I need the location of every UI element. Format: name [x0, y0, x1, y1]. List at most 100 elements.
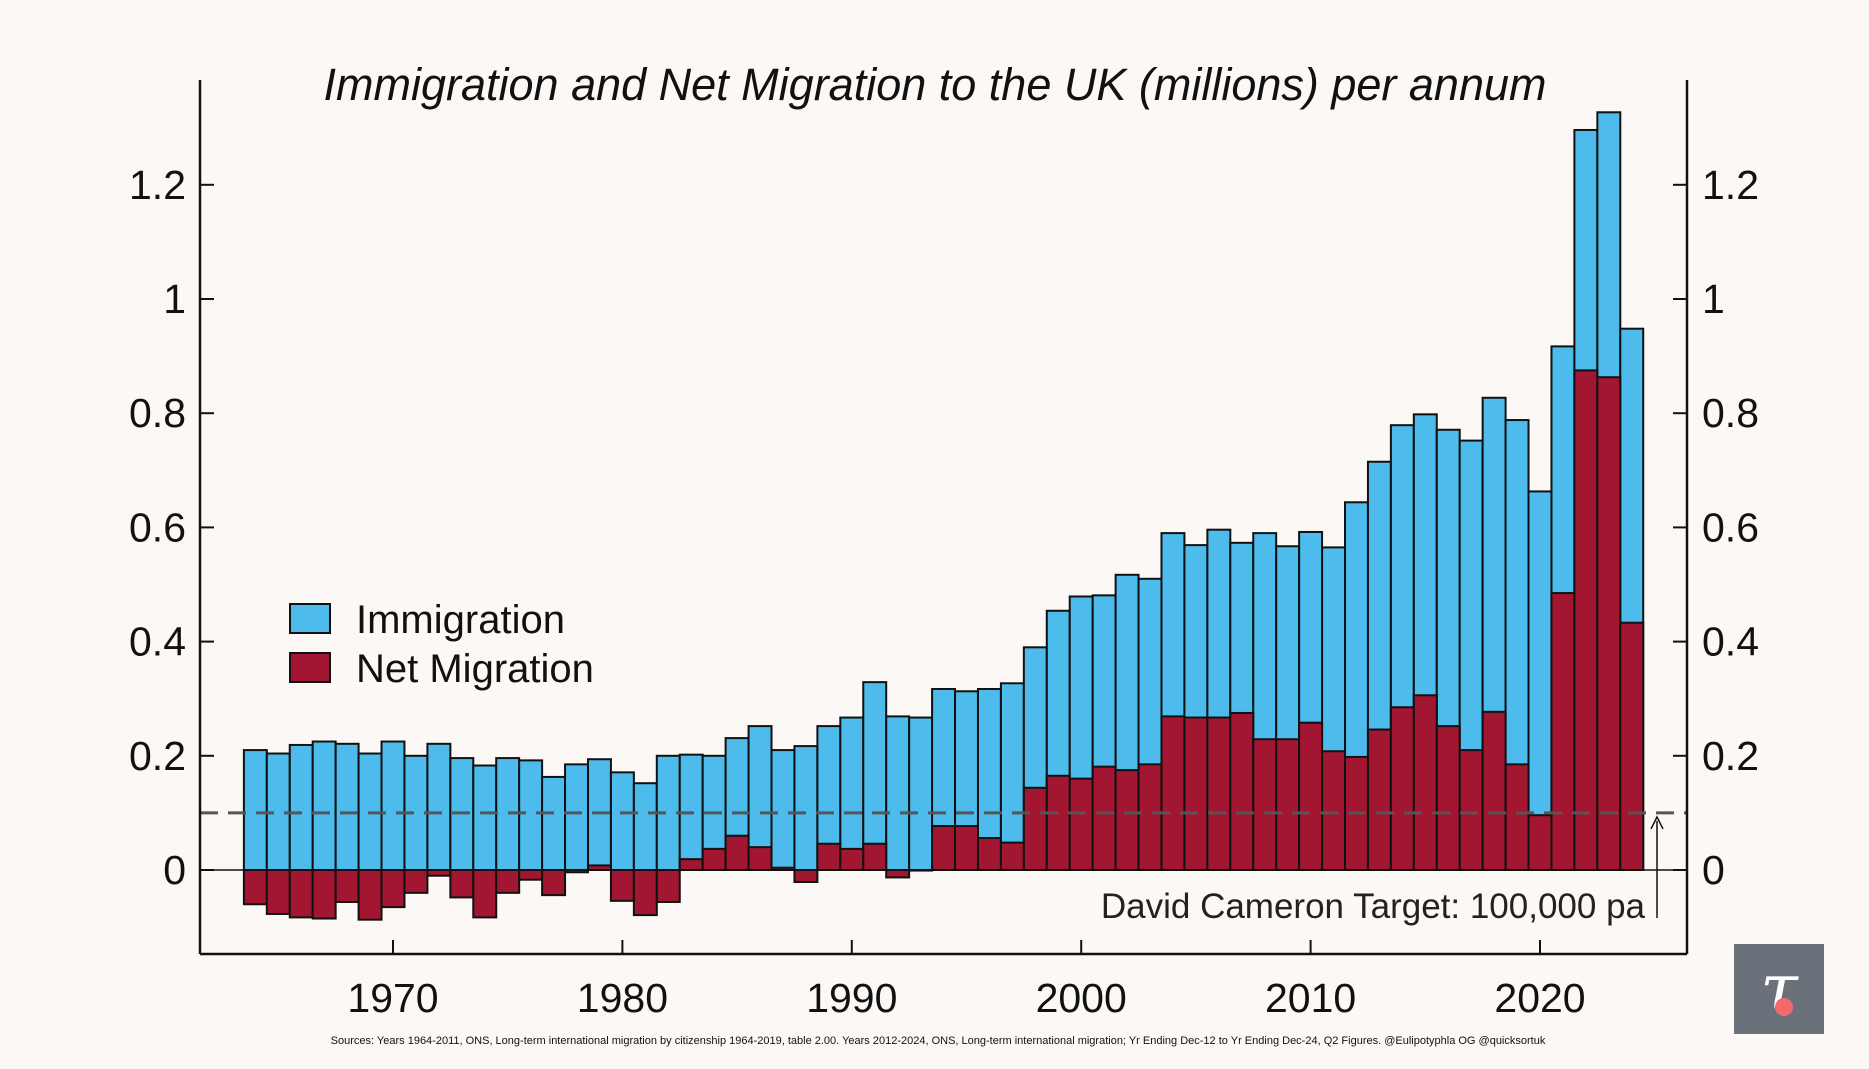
net-migration-bar-1982 [655, 869, 681, 903]
net-migration-bar-2020 [1527, 814, 1553, 872]
net-migration-bar-1968 [334, 869, 360, 903]
net-migration-bar-1983 [678, 858, 704, 872]
y-tick-label-left: 0 [163, 847, 186, 893]
immigration-bar-1976 [518, 759, 544, 871]
net-migration-bar-1985 [724, 834, 750, 871]
net-migration-bar-1995 [954, 825, 979, 872]
x-tick-label: 2000 [1036, 975, 1127, 1021]
net-migration-bar-1989 [816, 842, 842, 872]
net-migration-bar-1966 [288, 869, 314, 919]
net-migration-bar-2003 [1137, 763, 1163, 871]
net-migration-bar-2008 [1252, 738, 1278, 872]
net-migration-bar-1972 [426, 869, 452, 877]
immigration-bar-1977 [541, 775, 567, 871]
x-tick-label: 2020 [1494, 975, 1585, 1021]
legend: Immigration Net Migration [289, 598, 594, 691]
y-tick-label-left: 0.8 [129, 390, 186, 436]
immigration-bar-1972 [426, 742, 452, 872]
y-tick-label-left: 0.4 [129, 619, 186, 665]
net-migration-bar-2002 [1114, 769, 1140, 872]
net-migration-bar-2015 [1412, 694, 1438, 871]
legend-swatch-net-migration [289, 652, 331, 683]
net-migration-bar-2004 [1160, 715, 1186, 871]
net-migration-bar-2019 [1504, 763, 1530, 871]
x-tick-label: 2010 [1265, 975, 1356, 1021]
net-migration-bar-2016 [1435, 725, 1461, 871]
y-tick-label-left: 1.2 [129, 162, 186, 208]
y-tick-label-right: 0.6 [1702, 504, 1759, 550]
net-migration-bar-2011 [1321, 750, 1347, 871]
net-migration-bar-2000 [1068, 777, 1094, 872]
net-migration-bar-1990 [839, 847, 865, 871]
net-migration-bar-1964 [242, 869, 268, 906]
net-migration-bar-2014 [1389, 706, 1415, 872]
y-tick-label-right: 1.2 [1702, 162, 1759, 208]
net-migration-bar-1975 [495, 869, 521, 894]
immigration-bar-1987 [770, 749, 796, 872]
net-migration-bar-1969 [357, 869, 383, 921]
net-migration-bar-2001 [1091, 765, 1117, 871]
legend-swatch-immigration [289, 603, 331, 634]
immigration-bar-1990 [839, 716, 865, 872]
immigration-bar-1991 [862, 681, 888, 871]
net-migration-bar-2009 [1275, 738, 1301, 872]
legend-label-net-migration: Net Migration [356, 647, 594, 691]
net-migration-bar-1980 [609, 869, 635, 902]
legend-label-immigration: Immigration [356, 598, 565, 642]
immigration-bar-1988 [793, 745, 819, 872]
x-tick-label: 1980 [577, 975, 668, 1021]
source-note: Sources: Years 1964-2011, ONS, Long-term… [331, 1035, 1546, 1047]
immigration-bar-1980 [609, 771, 635, 872]
y-tick-label-right: 1 [1702, 276, 1725, 322]
immigration-bar-1979 [586, 758, 612, 872]
net-migration-bar-2021 [1550, 592, 1576, 871]
immigration-bar-1970 [380, 740, 406, 872]
net-migration-bar-1997 [999, 841, 1025, 871]
x-tick-label: 1990 [806, 975, 897, 1021]
target-annotation: David Cameron Target: 100,000 pa [1101, 887, 1646, 926]
net-migration-bar-2017 [1458, 749, 1484, 872]
net-migration-bar-2005 [1183, 716, 1209, 872]
net-migration-bar-1991 [862, 842, 888, 872]
net-migration-bar-1973 [449, 869, 475, 899]
x-tick-label: 1970 [347, 975, 438, 1021]
immigration-bar-1968 [334, 742, 360, 872]
y-tick-label-right: 0.4 [1702, 619, 1759, 665]
immigration-bar-1978 [564, 763, 589, 871]
net-migration-bar-2006 [1206, 716, 1232, 872]
net-migration-bar-1977 [541, 869, 567, 897]
immigration-bar-1993 [908, 716, 934, 872]
net-migration-bar-2018 [1481, 710, 1507, 872]
y-tick-label-right: 0 [1702, 847, 1725, 893]
net-migration-bar-2022 [1573, 369, 1599, 871]
net-migration-bar-1965 [265, 869, 291, 915]
net-migration-bar-1999 [1045, 774, 1071, 871]
net-migration-bar-1998 [1022, 786, 1048, 871]
net-migration-bar-1981 [632, 869, 658, 917]
net-migration-bar-1974 [472, 869, 498, 919]
net-migration-bar-1970 [380, 869, 406, 909]
y-tick-label-left: 1 [163, 276, 186, 322]
net-migration-bar-1967 [311, 869, 337, 920]
net-migration-bar-2013 [1366, 728, 1392, 871]
immigration-bar-1992 [885, 715, 911, 871]
y-tick-label-right: 0.8 [1702, 390, 1759, 436]
net-migration-bar-2007 [1229, 711, 1255, 871]
immigration-bar-1981 [632, 782, 658, 872]
net-migration-bar-1996 [976, 837, 1002, 871]
net-migration-bar-1971 [403, 869, 429, 894]
y-tick-label-left: 0.2 [129, 733, 186, 779]
target-arrow-icon [1650, 815, 1664, 918]
arrow-head [1650, 815, 1664, 830]
net-migration-bar-1992 [885, 869, 911, 879]
chart-title: Immigration and Net Migration to the UK … [324, 59, 1547, 110]
net-migration-bar-1994 [931, 825, 957, 872]
immigration-bar-1967 [311, 740, 337, 872]
immigration-bar-1964 [242, 749, 268, 872]
net-migration-bar-1976 [518, 869, 544, 881]
y-tick-label-left: 0.6 [129, 504, 186, 550]
y-tick-label-right: 0.2 [1702, 733, 1759, 779]
net-migration-bar-1984 [701, 847, 727, 871]
immigration-bar-1974 [472, 764, 498, 872]
